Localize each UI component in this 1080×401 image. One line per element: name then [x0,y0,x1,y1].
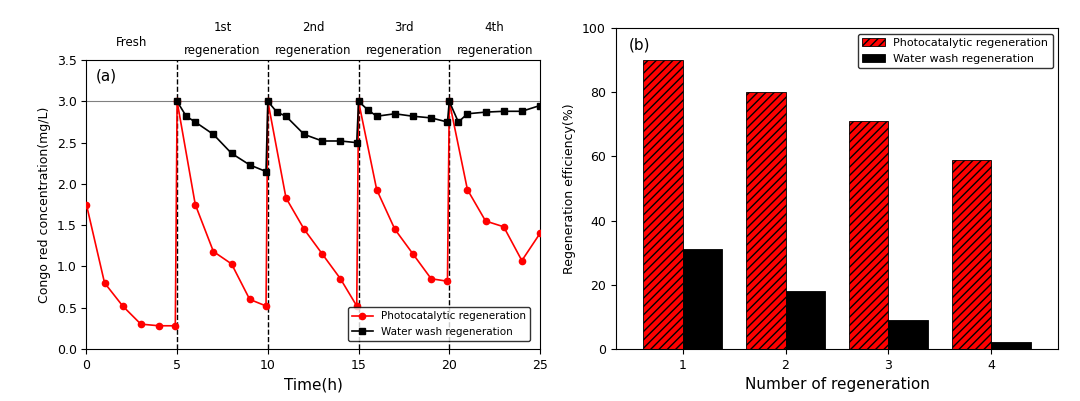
Photocatalytic regeneration [334,276,347,281]
Legend: Photocatalytic regeneration, Water wash regeneration: Photocatalytic regeneration, Water wash … [858,34,1053,68]
Photocatalytic regeneration [370,187,383,192]
Bar [683,249,721,349]
Y-axis label: Congo red concentration(mg/L): Congo red concentration(mg/L) [38,106,51,303]
Text: 4th: 4th [485,21,504,34]
Water wash regeneration [361,107,374,112]
Line: Photocatalytic regeneration: Photocatalytic regeneration [83,98,543,329]
Photocatalytic regeneration [171,99,184,104]
Water wash regeneration [515,109,528,114]
Y-axis label: Regeneration efficiency(%): Regeneration efficiency(%) [564,103,577,274]
Legend: Photocatalytic regeneration, Water wash regeneration: Photocatalytic regeneration, Water wash … [348,307,530,341]
Water wash regeneration [179,114,192,119]
Photocatalytic regeneration [134,322,147,326]
Photocatalytic regeneration [461,187,474,192]
Photocatalytic regeneration [168,323,181,328]
Text: regeneration: regeneration [275,44,351,57]
Bar [991,342,1030,349]
Text: 1st: 1st [213,21,232,34]
Water wash regeneration [350,140,363,145]
Text: 3rd: 3rd [394,21,414,34]
Photocatalytic regeneration [441,279,454,284]
Photocatalytic regeneration [189,202,202,207]
Bar [644,60,683,349]
Photocatalytic regeneration [152,323,165,328]
Text: (b): (b) [629,38,650,53]
Water wash regeneration [243,162,256,167]
Bar [746,92,785,349]
Photocatalytic regeneration [406,251,419,256]
Photocatalytic regeneration [207,249,220,254]
Photocatalytic regeneration [117,304,130,308]
Water wash regeneration [451,119,464,124]
Photocatalytic regeneration [534,231,546,236]
Water wash regeneration [441,119,454,124]
Water wash regeneration [189,119,202,124]
Water wash regeneration [259,169,272,174]
Water wash regeneration [261,99,274,104]
Water wash regeneration [497,109,510,114]
Water wash regeneration [334,139,347,144]
Text: regeneration: regeneration [457,44,532,57]
Water wash regeneration [534,103,546,108]
Line: Water wash regeneration: Water wash regeneration [174,98,543,175]
Photocatalytic regeneration [389,227,402,232]
Water wash regeneration [443,99,456,104]
Photocatalytic regeneration [259,304,272,308]
Bar [953,160,991,349]
Photocatalytic regeneration [350,304,363,308]
Photocatalytic regeneration [515,258,528,263]
Photocatalytic regeneration [243,297,256,302]
Water wash regeneration [480,110,492,115]
Photocatalytic regeneration [352,99,365,104]
Water wash regeneration [207,132,220,137]
X-axis label: Number of regeneration: Number of regeneration [744,377,930,392]
Text: regeneration: regeneration [366,44,442,57]
Water wash regeneration [270,110,283,115]
Photocatalytic regeneration [443,99,456,104]
Water wash regeneration [370,114,383,119]
Water wash regeneration [315,139,328,144]
Water wash regeneration [280,114,293,119]
Photocatalytic regeneration [80,202,93,207]
Bar [889,320,928,349]
Water wash regeneration [171,99,184,104]
Photocatalytic regeneration [225,261,238,266]
Photocatalytic regeneration [424,276,437,281]
Water wash regeneration [225,151,238,156]
Text: (a): (a) [95,69,117,84]
Text: Fresh: Fresh [116,36,148,49]
Water wash regeneration [406,114,419,119]
Text: 2nd: 2nd [302,21,324,34]
Text: regeneration: regeneration [185,44,260,57]
Photocatalytic regeneration [98,280,111,285]
Bar [849,121,889,349]
Photocatalytic regeneration [280,196,293,200]
Water wash regeneration [352,99,365,104]
Photocatalytic regeneration [261,99,274,104]
Water wash regeneration [389,111,402,116]
Bar [785,291,825,349]
Photocatalytic regeneration [480,219,492,223]
Photocatalytic regeneration [497,225,510,229]
Water wash regeneration [461,111,474,116]
Photocatalytic regeneration [298,227,311,232]
Water wash regeneration [424,115,437,120]
Water wash regeneration [298,132,311,137]
X-axis label: Time(h): Time(h) [284,377,342,392]
Photocatalytic regeneration [315,251,328,256]
